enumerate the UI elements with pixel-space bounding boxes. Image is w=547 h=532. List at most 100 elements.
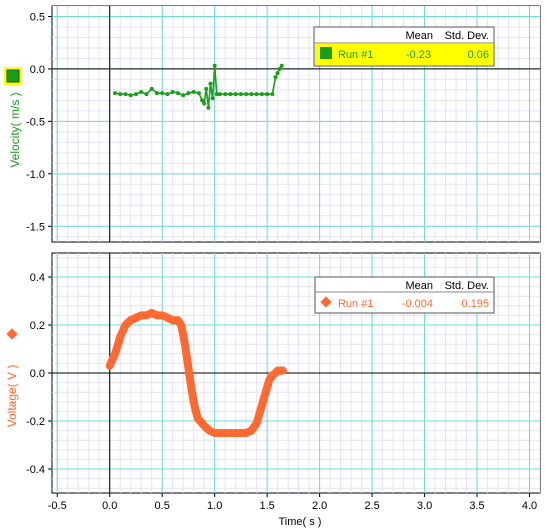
voltage-y-tick-label: 0.4 (30, 272, 45, 284)
velocity-data-point[interactable] (196, 91, 201, 96)
time-x-tick-label: 3.0 (417, 500, 432, 512)
voltage-data-point[interactable] (226, 428, 235, 438)
velocity-data-point[interactable] (144, 92, 149, 97)
voltage-data-point[interactable] (107, 356, 117, 366)
voltage-data-point[interactable] (176, 320, 186, 330)
voltage-y-tick-label: 0.2 (30, 320, 45, 332)
voltage-data-point[interactable] (220, 428, 230, 438)
velocity-legend[interactable]: Mean Std. Dev. Run #1 -0.23 0.06 (313, 26, 495, 67)
time-x-tick-label: 0.5 (155, 500, 170, 512)
velocity-data-point[interactable] (254, 92, 259, 97)
voltage-data-point[interactable] (178, 330, 188, 339)
velocity-data-point[interactable] (212, 63, 217, 68)
voltage-data-point[interactable] (183, 356, 192, 366)
velocity-data-point[interactable] (181, 93, 186, 98)
voltage-data-point[interactable] (121, 320, 130, 330)
velocity-data-point[interactable] (186, 91, 191, 96)
velocity-y-tick-label: 0.5 (30, 11, 45, 23)
velocity-data-point[interactable] (228, 92, 233, 97)
velocity-data-point[interactable] (259, 92, 264, 97)
voltage-data-point[interactable] (168, 315, 177, 325)
velocity-data-point[interactable] (204, 86, 209, 91)
velocity-data-point[interactable] (238, 92, 243, 97)
voltage-axis-label[interactable]: Voltage( V ) (5, 365, 19, 428)
voltage-data-point[interactable] (136, 311, 146, 320)
voltage-data-point[interactable] (199, 421, 209, 431)
velocity-data-point[interactable] (249, 92, 254, 97)
velocity-y-ticks: 0.5 0.0 -0.5 -1.0 -1.5 (26, 11, 52, 233)
velocity-data-point[interactable] (273, 75, 278, 80)
time-x-tick-label: 0.0 (102, 500, 117, 512)
velocity-data-point[interactable] (210, 96, 215, 101)
velocity-data-point[interactable] (154, 91, 159, 96)
velocity-legend-std: 0.06 (468, 49, 489, 61)
voltage-data-point[interactable] (113, 339, 123, 349)
velocity-data-point[interactable] (113, 91, 117, 96)
time-x-tick-label: 4.0 (522, 500, 537, 512)
velocity-axis-label[interactable]: Velocity( m/s ) (8, 92, 22, 167)
velocity-data-point[interactable] (275, 71, 280, 76)
velocity-y-tick-label: 0.0 (30, 64, 45, 76)
voltage-data-point[interactable] (247, 426, 256, 435)
voltage-legend-mean: -0.004 (402, 298, 433, 310)
velocity-data-point[interactable] (149, 86, 154, 91)
velocity-y-tick-label: -1.0 (26, 169, 45, 181)
velocity-data-point[interactable] (265, 92, 270, 97)
voltage-data-point[interactable] (152, 311, 162, 320)
velocity-legend-mean: -0.23 (406, 49, 431, 61)
voltage-data-point[interactable] (110, 349, 120, 359)
voltage-data-point[interactable] (256, 404, 266, 414)
velocity-data-point[interactable] (175, 91, 180, 96)
velocity-data-point[interactable] (134, 92, 138, 97)
velocity-axis-swatch-icon[interactable] (6, 69, 20, 83)
velocity-data-point[interactable] (170, 90, 175, 94)
time-axis-label: Time( s ) (279, 516, 322, 528)
voltage-y-ticks: 0.4 0.2 0.0 -0.2 -0.4 (26, 272, 52, 476)
time-x-ticks: -0.5 0.0 0.5 1.0 1.5 2.0 2.5 3.0 3.5 4.0 (48, 493, 537, 512)
velocity-data-point[interactable] (214, 92, 219, 97)
velocity-data-point[interactable] (160, 91, 165, 96)
velocity-data-point[interactable] (233, 92, 238, 97)
velocity-data-point[interactable] (200, 98, 205, 103)
voltage-data-point[interactable] (236, 428, 246, 438)
voltage-data-point[interactable] (189, 397, 198, 407)
velocity-data-point[interactable] (128, 93, 133, 98)
voltage-data-point[interactable] (187, 385, 196, 395)
velocity-data-point[interactable] (223, 92, 228, 97)
velocity-data-point[interactable] (279, 63, 284, 68)
voltage-data-point[interactable] (260, 390, 270, 399)
voltage-data-point[interactable] (191, 407, 201, 416)
velocity-data-point[interactable] (244, 92, 249, 97)
voltage-data-point[interactable] (278, 366, 288, 375)
voltage-data-point[interactable] (215, 428, 225, 438)
voltage-axis-swatch-icon[interactable] (6, 328, 18, 340)
velocity-data-point[interactable] (206, 105, 211, 110)
voltage-legend[interactable]: Mean Std. Dev. Run #1 -0.004 0.195 (314, 276, 495, 314)
velocity-run1-line[interactable] (114, 65, 283, 108)
velocity-y-tick-label: -0.5 (26, 116, 45, 128)
velocity-run1-series[interactable] (113, 63, 284, 110)
velocity-data-point[interactable] (270, 92, 275, 97)
voltage-data-point[interactable] (262, 383, 272, 392)
velocity-legend-square-icon (320, 47, 332, 59)
velocity-data-point[interactable] (123, 92, 128, 97)
voltage-data-point[interactable] (258, 397, 268, 407)
velocity-data-point[interactable] (118, 92, 123, 97)
velocity-data-point[interactable] (277, 66, 282, 71)
velocity-legend-mean-header: Mean (405, 30, 433, 42)
voltage-run1-series[interactable] (105, 308, 288, 438)
voltage-data-point[interactable] (252, 419, 261, 428)
voltage-data-point[interactable] (181, 342, 190, 351)
velocity-data-point[interactable] (208, 81, 213, 86)
voltage-data-point[interactable] (185, 371, 194, 380)
velocity-data-point[interactable] (191, 90, 196, 94)
velocity-data-point[interactable] (165, 92, 170, 97)
time-x-tick-label: -0.5 (48, 500, 67, 512)
voltage-data-point[interactable] (210, 428, 219, 438)
velocity-data-point[interactable] (217, 92, 222, 97)
velocity-data-point[interactable] (202, 101, 207, 106)
voltage-data-point[interactable] (115, 332, 125, 342)
voltage-data-point[interactable] (231, 428, 240, 438)
velocity-data-point[interactable] (139, 90, 144, 94)
